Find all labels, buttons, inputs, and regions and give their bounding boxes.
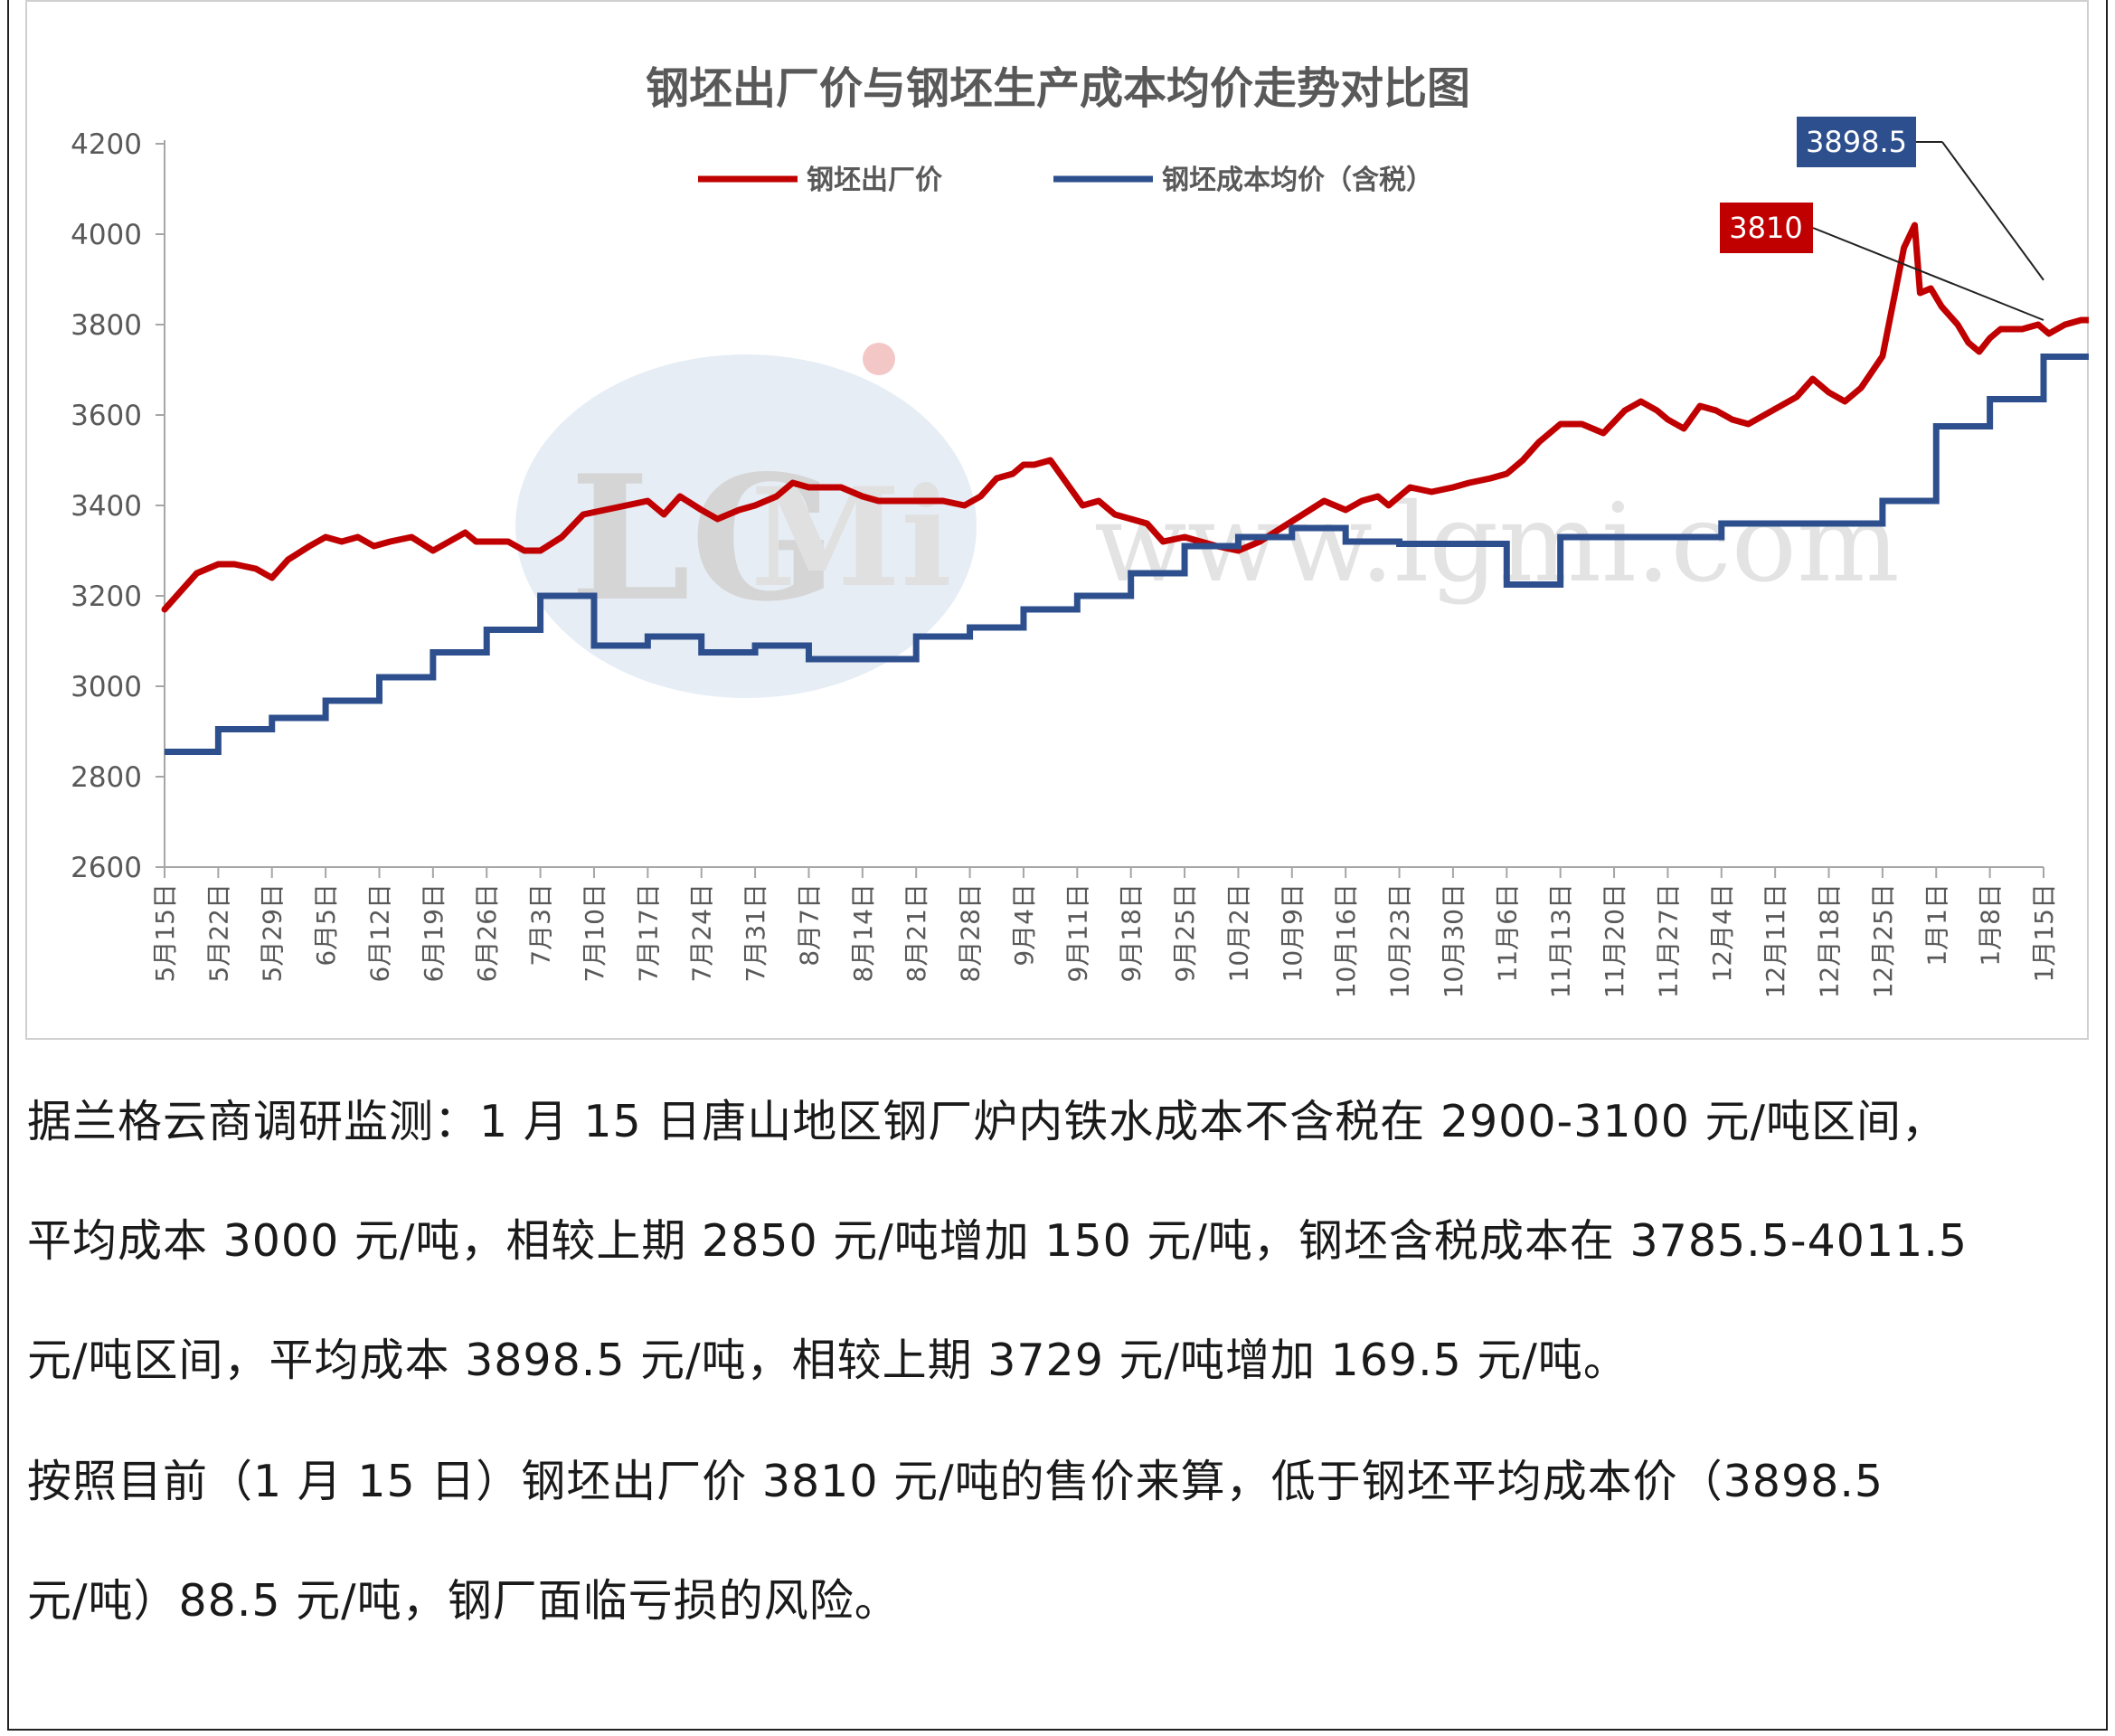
paragraph-conclusion: 按照目前（1 月 15 日）钢坯出厂价 3810 元/吨的售价来算，低于钢坯平均… <box>27 1422 2098 1661</box>
x-tick-label: 8月14日 <box>848 883 878 982</box>
paragraph-cost-monitoring: 据兰格云商调研监测：1 月 15 日唐山地区钢厂炉内铁水成本不含税在 2900-… <box>27 1062 2098 1420</box>
x-tick-label: 7月10日 <box>580 883 609 982</box>
page-frame <box>7 0 2108 1731</box>
x-tick-label: 12月18日 <box>1815 883 1845 998</box>
x-tick-label: 11月27日 <box>1653 883 1683 998</box>
x-tick-label: 7月24日 <box>687 883 717 982</box>
y-tick-label: 3600 <box>71 400 142 432</box>
chart-title: 钢坯出厂价与钢坯生产成本均价走势对比图 <box>646 63 1470 114</box>
y-tick-label: 2800 <box>71 761 142 794</box>
x-tick-label: 11月13日 <box>1546 883 1576 998</box>
x-tick-label: 10月2日 <box>1223 883 1253 982</box>
x-tick-label: 9月18日 <box>1117 883 1147 982</box>
x-tick-label: 8月21日 <box>902 883 931 982</box>
callout-box-price <box>1720 203 1813 253</box>
y-tick-label: 3200 <box>71 580 142 613</box>
x-tick-label: 9月25日 <box>1170 883 1200 982</box>
annotation-layer: 3898.5 3810 <box>1720 117 2044 321</box>
y-tick-label: 3800 <box>71 309 142 342</box>
legend-label-price: 钢坯出厂价 <box>807 165 942 196</box>
x-tick-label: 10月30日 <box>1439 883 1468 998</box>
chart-axes: 2600 2800 3000 3200 3400 3600 3800 4000 4200 5月15… <box>71 128 2059 998</box>
x-tick-label: 7月31日 <box>741 883 770 982</box>
y-tick-label: 4200 <box>71 128 142 161</box>
y-tick-label: 3400 <box>71 490 142 523</box>
x-tick-label: 12月4日 <box>1707 883 1737 982</box>
paragraph-line: 元/吨区间，平均成本 3898.5 元/吨，相较上期 3729 元/吨增加 16… <box>27 1335 1629 1386</box>
series-line-cost <box>165 354 2089 755</box>
y-tick-label: 4000 <box>71 219 142 251</box>
watermark-logo: LG Mi www.lgmi.com <box>515 343 1900 698</box>
callout-label-price: 3810 <box>1729 211 1802 245</box>
x-tick-label: 10月23日 <box>1385 883 1415 998</box>
paragraph-line: 据兰格云商调研监测：1 月 15 日唐山地区钢厂炉内铁水成本不含税在 2900-… <box>27 1096 1947 1147</box>
series-line-price <box>161 222 2089 613</box>
chart-panel: LG Mi www.lgmi.com 钢坯出厂价与钢坯生产成本均价走势对比图 钢… <box>25 0 2089 1040</box>
x-tick-label: 8月7日 <box>794 883 824 967</box>
x-tick-label: 6月12日 <box>364 883 394 982</box>
legend-label-cost: 钢坯成本均价（含税） <box>1162 165 1433 196</box>
x-tick-label: 1月1日 <box>1921 883 1951 967</box>
x-tick-label: 12月11日 <box>1761 883 1790 998</box>
paragraph-line: 元/吨）88.5 元/吨，钢厂面临亏损的风险。 <box>27 1575 900 1627</box>
callout-leader-price <box>1812 227 2044 321</box>
x-tick-label: 9月4日 <box>1009 883 1039 967</box>
x-tick-label: 1月15日 <box>2029 883 2059 982</box>
callout-label-cost: 3898.5 <box>1806 125 1907 159</box>
callout-leader-cost <box>1941 141 2044 281</box>
x-tick-label: 6月5日 <box>311 883 341 967</box>
paragraph-line: 平均成本 3000 元/吨，相较上期 2850 元/吨增加 150 元/吨，钢坯… <box>27 1215 1969 1267</box>
svg-text:Mi: Mi <box>751 458 952 618</box>
x-tick-label: 5月22日 <box>203 883 233 982</box>
y-tick-label: 3000 <box>71 671 142 703</box>
x-tick-label: 10月16日 <box>1331 883 1361 998</box>
x-tick-label: 6月19日 <box>419 883 448 982</box>
x-tick-label: 5月29日 <box>258 883 288 982</box>
paragraph-line: 按照目前（1 月 15 日）钢坯出厂价 3810 元/吨的售价来算，低于钢坯平均… <box>27 1456 1884 1507</box>
x-tick-label: 11月6日 <box>1492 883 1522 982</box>
x-tick-label: 8月28日 <box>956 883 986 982</box>
price-cost-chart: LG Mi www.lgmi.com 钢坯出厂价与钢坯生产成本均价走势对比图 钢… <box>71 63 2089 998</box>
x-tick-label: 10月9日 <box>1278 883 1308 982</box>
x-tick-label: 6月26日 <box>472 883 502 982</box>
legend: 钢坯出厂价 钢坯成本均价（含税） <box>698 165 1433 196</box>
x-tick-label: 12月25日 <box>1868 883 1898 998</box>
x-tick-label: 5月15日 <box>150 883 180 982</box>
callout-box-cost <box>1797 117 1916 167</box>
y-tick-label: 2600 <box>71 852 142 884</box>
x-tick-label: 7月3日 <box>526 883 556 967</box>
series-layer <box>161 222 2089 755</box>
x-tick-label: 7月17日 <box>633 883 663 982</box>
x-tick-label: 11月20日 <box>1600 883 1629 998</box>
x-tick-label: 9月11日 <box>1062 883 1092 982</box>
x-tick-label: 1月8日 <box>1976 883 2006 967</box>
svg-text:LG: LG <box>570 438 837 639</box>
